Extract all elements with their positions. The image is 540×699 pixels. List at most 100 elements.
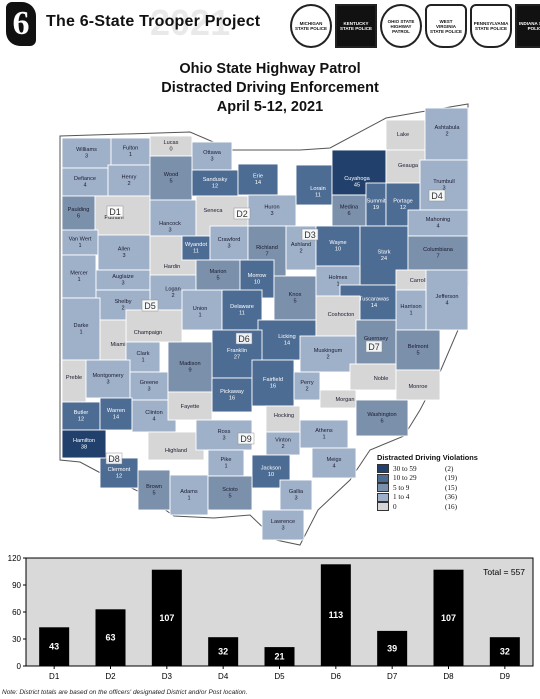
- county-shape: [191, 141, 233, 171]
- county-shape: [209, 225, 249, 261]
- bar-d9: [489, 637, 520, 666]
- county-count: 3: [281, 526, 284, 532]
- legend-row: 1 to 4 (36): [377, 492, 478, 503]
- county-shape: [195, 259, 241, 291]
- bar-value-label: 32: [218, 647, 228, 657]
- ohio-county-map: Williams3Fulton1Lucas0Ottawa3Defiance4He…: [59, 103, 469, 546]
- county-name: Darke: [74, 323, 89, 329]
- county-name: Madison: [179, 361, 200, 367]
- county-coshocton: Coshocton: [315, 295, 361, 337]
- county-count: 24: [381, 256, 387, 262]
- legend-range: 0: [393, 502, 397, 511]
- county-name: Licking: [278, 334, 295, 340]
- county-count: 3: [147, 387, 150, 393]
- county-shape: [191, 169, 239, 197]
- county-count: 2: [121, 306, 124, 312]
- county-name: Washington: [367, 412, 396, 418]
- ohio-state-highway-patrol-icon: OHIO STATE HIGHWAY PATROL: [380, 4, 422, 48]
- county-name: Wayne: [329, 240, 346, 246]
- county-shape: [424, 107, 469, 161]
- county-count: 1: [78, 243, 81, 249]
- county-fayette: Fayette: [167, 391, 213, 421]
- county-name: Van Wert: [69, 237, 92, 243]
- district-label-bg: [233, 207, 251, 220]
- county-name: Defiance: [74, 176, 96, 182]
- county-name: Fayette: [181, 404, 200, 410]
- county-count: 11: [315, 193, 321, 199]
- county-name: Ross: [218, 429, 231, 435]
- county-name: Cuyahoga: [344, 176, 370, 182]
- county-name: Lorain: [310, 186, 326, 192]
- map-legend: Distracted Driving Violations 30 to 59 (2…: [377, 453, 478, 512]
- legend-range: 5 to 9: [393, 483, 410, 492]
- county-name: Lake: [397, 132, 409, 138]
- county-count: 2: [127, 181, 130, 187]
- county-name: Mahoning: [426, 217, 451, 223]
- county-name: Scioto: [222, 487, 238, 493]
- district-label-d3: D3: [301, 228, 319, 241]
- county-count: 3: [168, 228, 171, 234]
- y-tick-label: 120: [8, 554, 22, 563]
- county-name: Vinton: [275, 438, 291, 444]
- x-tick-label: D1: [49, 672, 60, 681]
- county-monroe: Monroe: [395, 369, 441, 401]
- y-tick-label: 30: [12, 635, 21, 644]
- county-name: Mercer: [70, 271, 88, 277]
- bar-value-label: 107: [441, 613, 456, 623]
- county-count: 3: [210, 157, 213, 163]
- legend-swatch: [377, 492, 389, 502]
- county-shape: [149, 155, 193, 201]
- district-label-text: D4: [431, 191, 443, 201]
- county-count: 16: [229, 396, 235, 402]
- county-putnam: Putnam: [94, 195, 151, 236]
- y-tick-label: 60: [12, 608, 21, 617]
- county-shape: [279, 479, 313, 511]
- county-name: Harrison: [400, 304, 421, 310]
- county-name: Tuscarawas: [359, 297, 389, 303]
- county-count: 14: [255, 180, 261, 186]
- county-shape: [273, 275, 317, 321]
- county-name: Fulton: [123, 146, 139, 152]
- county-name: Erie: [253, 174, 263, 180]
- county-count: 14: [284, 341, 290, 347]
- county-count: 45: [354, 183, 360, 189]
- county-name: Putnam: [104, 215, 124, 221]
- county-count: 1: [79, 330, 82, 336]
- x-tick-label: D8: [443, 672, 454, 681]
- county-count: 19: [373, 205, 379, 211]
- county-shape: [395, 369, 441, 401]
- county-shape: [167, 391, 213, 421]
- county-name: Portage: [393, 199, 413, 205]
- county-count: 2: [299, 249, 302, 255]
- county-noble: Noble: [349, 363, 397, 391]
- west-virginia-state-police-icon: WEST VIRGINIA STATE POLICE: [425, 4, 467, 48]
- county-name: Ashtabula: [435, 125, 461, 131]
- county-name: Logan: [165, 287, 181, 293]
- district-label-bg: [365, 340, 383, 353]
- county-preble: Preble: [61, 359, 87, 403]
- header: 6 2021 The 6-State Trooper Project MICHI…: [0, 0, 540, 48]
- county-count: 3: [270, 211, 273, 217]
- county-count: 2: [305, 387, 308, 393]
- county-name: Shelby: [114, 299, 131, 305]
- legend-count: (16): [445, 502, 457, 511]
- county-morgan: Morgan: [319, 389, 357, 409]
- bar-d4: [208, 637, 239, 666]
- county-name: Delaware: [230, 304, 254, 310]
- legend-row: 30 to 59 (2): [377, 464, 478, 474]
- county-name: Crawford: [218, 237, 241, 243]
- county-count: 4: [445, 301, 448, 307]
- county-name: Preble: [66, 375, 82, 381]
